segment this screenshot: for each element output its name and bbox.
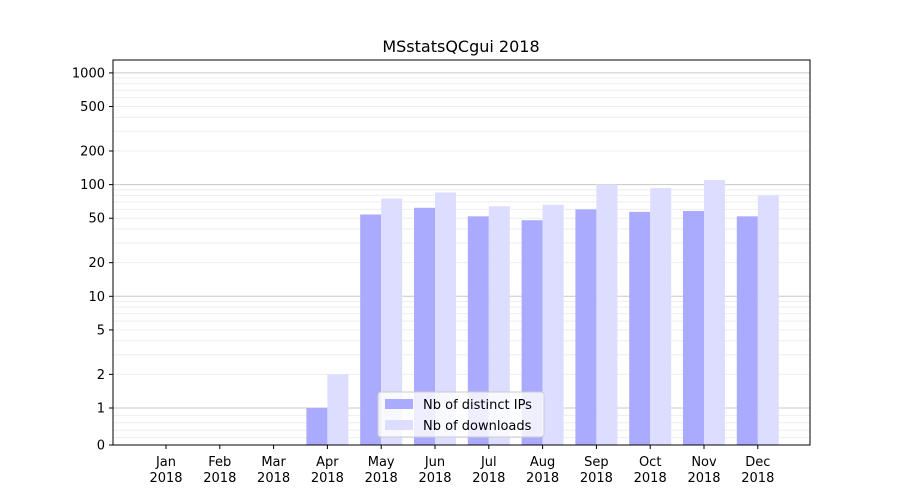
x-tick-label: 2018 [311,471,344,486]
bar-downloads [650,188,672,445]
x-tick-label: 2018 [149,471,182,486]
x-tick-label: 2018 [418,471,451,486]
y-tick-label: 100 [80,178,105,193]
x-tick-label: Sep [584,455,609,470]
x-tick-label: 2018 [634,471,667,486]
bar-distinct-ips [629,211,651,445]
y-axis: 0 1 2 5 10 20 50 100 200 500 1000 [72,66,113,454]
x-tick-label: Dec [745,455,770,470]
y-tick-label: 10 [88,290,105,305]
bar-downloads [327,374,349,445]
bar-distinct-ips [521,220,543,445]
x-axis: Jan2018Feb2018Mar2018Apr2018May2018Jun20… [149,445,774,486]
x-tick-label: May [368,455,395,470]
x-tick-label: Jan [155,455,176,470]
bar-distinct-ips [414,207,435,445]
bar-downloads [704,179,725,445]
bar-distinct-ips [736,216,758,445]
bar-distinct-ips [467,216,489,445]
bars [306,179,779,445]
bar-distinct-ips [575,209,597,445]
x-tick-label: 2018 [741,471,774,486]
x-tick-label: 2018 [365,471,398,486]
legend-swatch-ips [385,399,413,409]
x-tick-label: Apr [316,455,339,470]
legend-label-ips: Nb of distinct IPs [423,398,532,413]
bar-downloads [596,184,618,445]
x-tick-label: Mar [261,455,286,470]
chart-title: MSstatsQCgui 2018 [382,37,539,56]
x-tick-label: 2018 [203,471,236,486]
x-tick-label: Oct [639,455,661,470]
legend: Nb of distinct IPs Nb of downloads [377,391,545,438]
y-tick-label: 0 [97,439,105,454]
y-tick-label: 1000 [72,66,105,81]
x-tick-label: Jun [424,455,445,470]
bar-distinct-ips [683,211,704,445]
y-tick-label: 5 [97,323,105,338]
bar-downloads [488,206,510,445]
bar-downloads [381,198,403,445]
x-tick-label: Nov [691,455,717,470]
x-tick-label: 2018 [687,471,720,486]
y-tick-label: 200 [80,144,105,159]
y-tick-label: 1 [97,402,105,417]
x-tick-label: Feb [208,455,231,470]
legend-box [377,391,545,438]
y-tick-label: 500 [80,100,105,115]
y-tick-label: 2 [97,368,105,383]
x-tick-label: 2018 [472,471,505,486]
legend-swatch-downloads [385,420,413,430]
plot-area-frame [112,59,811,446]
legend-label-downloads: Nb of downloads [423,419,532,434]
x-tick-label: 2018 [257,471,290,486]
bar-downloads [435,192,456,445]
bar-downloads [757,195,779,445]
x-tick-label: 2018 [526,471,559,486]
x-tick-label: Aug [530,455,555,470]
y-tick-label: 20 [88,256,105,271]
x-tick-label: 2018 [580,471,613,486]
bar-distinct-ips [306,408,328,445]
bar-downloads [542,204,564,445]
y-tick-label: 50 [88,212,105,227]
bar-distinct-ips [360,214,382,445]
x-tick-label: Jul [480,455,497,470]
